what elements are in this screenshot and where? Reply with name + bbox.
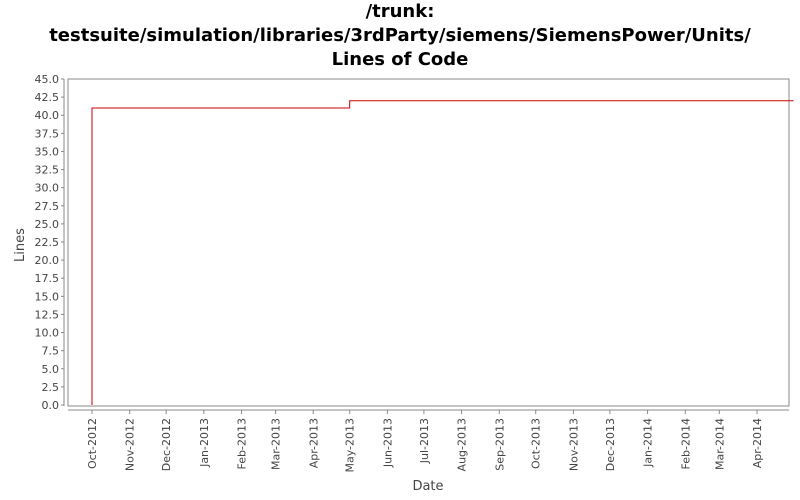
y-tick-label: 30.0 [35, 182, 60, 195]
x-tick-label: Apr-2014 [751, 418, 764, 468]
chart-title-line-3: Lines of Code [331, 49, 469, 70]
x-tick-label: Aug-2013 [456, 418, 469, 471]
plot-area [67, 78, 790, 407]
chart-title: /trunk: testsuite/simulation/libraries/3… [0, 0, 800, 72]
x-tick-label: Mar-2013 [270, 418, 283, 470]
y-tick-label: 22.5 [35, 236, 60, 249]
x-tick-label: Jun-2013 [381, 418, 394, 468]
x-axis: Oct-2012 Nov-2012 Dec-2012 Jan-2013 Feb-2013… [68, 409, 789, 473]
x-tick-label: Dec-2013 [604, 418, 617, 471]
y-tick-label: 42.5 [35, 91, 60, 104]
x-tick-label: Nov-2012 [124, 418, 137, 471]
y-tick-label: 0.0 [42, 399, 60, 412]
x-tick-label: Jan-2014 [642, 418, 655, 468]
x-tick-label: Apr-2013 [307, 418, 320, 468]
y-tick-label: 32.5 [35, 164, 60, 177]
y-axis: 0.0 2.5 5.0 7.5 10.0 12.5 15.0 17.5 20.0 22.5 25.0… [35, 73, 65, 412]
x-tick-label: Oct-2013 [530, 418, 543, 469]
y-tick-label: 40.0 [35, 109, 60, 122]
x-axis-title: Date [412, 479, 443, 494]
y-tick-label: 25.0 [35, 218, 60, 231]
y-tick-label: 17.5 [35, 272, 60, 285]
y-tick-label: 37.5 [35, 127, 60, 140]
y-tick-label: 2.5 [42, 381, 60, 394]
series-layer [91, 100, 794, 405]
x-tick-label: Feb-2013 [236, 418, 249, 469]
y-tick-label: 45.0 [35, 73, 60, 86]
y-tick-label: 15.0 [35, 290, 60, 303]
y-tick-label: 5.0 [42, 363, 60, 376]
y-tick-label: 10.0 [35, 327, 60, 340]
x-tick-label: Jan-2013 [198, 418, 211, 468]
y-tick-label: 35.0 [35, 145, 60, 158]
y-tick-label: 27.5 [35, 200, 60, 213]
y-tick-label: 20.0 [35, 254, 60, 267]
chart-title-line-2: testsuite/simulation/libraries/3rdParty/… [49, 25, 751, 46]
x-tick-label: May-2013 [344, 418, 357, 473]
chart-title-line-1: /trunk: [365, 1, 435, 22]
x-tick-label: Feb-2014 [679, 418, 692, 469]
x-tick-label: Sep-2013 [493, 418, 506, 471]
y-axis-title: Lines [13, 228, 28, 262]
x-tick-label: Nov-2013 [567, 418, 580, 471]
y-tick-label: 12.5 [35, 308, 60, 321]
series-line [91, 100, 794, 405]
y-tick-label: 7.5 [42, 345, 60, 358]
x-tick-label: Dec-2012 [160, 418, 173, 471]
x-tick-label: Jul-2013 [418, 418, 431, 464]
x-tick-label: Mar-2014 [713, 418, 726, 470]
x-tick-label: Oct-2012 [86, 418, 99, 469]
